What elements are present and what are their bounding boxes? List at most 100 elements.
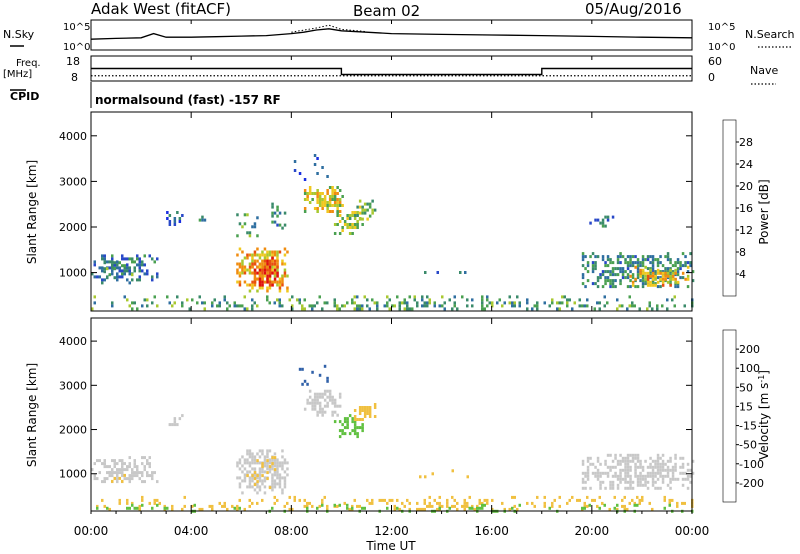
range-cell <box>586 459 590 463</box>
range-cell <box>641 276 645 280</box>
range-cell <box>616 261 620 265</box>
range-cell <box>243 265 247 269</box>
range-cell <box>684 261 687 265</box>
range-cell <box>438 304 441 308</box>
range-cell <box>641 285 645 289</box>
range-cell <box>536 495 539 499</box>
range-cell <box>666 274 670 278</box>
range-cell <box>276 274 279 278</box>
range-cell <box>636 474 640 478</box>
range-cell <box>246 256 249 260</box>
range-cell <box>591 462 595 466</box>
range-cell <box>639 471 642 475</box>
colorbar-tick-label: 15 <box>739 400 753 413</box>
range-cell <box>258 461 262 465</box>
range-cell <box>313 192 317 195</box>
range-cell <box>659 285 662 289</box>
colorbar-frame <box>722 329 737 503</box>
range-cell <box>108 260 111 264</box>
range-cell <box>673 304 676 308</box>
range-cell <box>321 307 324 311</box>
range-cell <box>356 205 359 209</box>
range-cell <box>393 504 396 508</box>
range-cell <box>218 301 221 305</box>
range-cell <box>146 462 149 466</box>
range-cell <box>151 474 154 478</box>
range-cell <box>591 498 594 502</box>
range-cell <box>131 257 134 261</box>
range-cell <box>121 269 124 273</box>
range-cell <box>138 504 141 508</box>
range-cell <box>258 476 262 480</box>
range-cell <box>558 307 561 311</box>
range-cell <box>681 471 685 475</box>
range-cell <box>256 253 259 257</box>
range-cell <box>248 470 252 474</box>
range-cell <box>451 307 454 311</box>
range-cell <box>461 504 464 508</box>
range-cell <box>654 471 657 475</box>
range-cell <box>581 506 584 510</box>
range-cell <box>111 264 114 268</box>
range-cell <box>651 282 655 286</box>
range-cell <box>669 258 672 262</box>
range-cell <box>396 506 399 510</box>
range-cell <box>348 223 352 226</box>
range-cell <box>256 271 259 275</box>
range-cell <box>156 272 159 276</box>
power-ylabel: Slant Range [km] <box>25 160 39 264</box>
range-cell <box>681 483 685 487</box>
range-cell <box>621 267 625 271</box>
range-cell <box>321 395 324 399</box>
range-cell <box>278 485 282 489</box>
range-cell <box>96 275 99 279</box>
range-cell <box>599 273 602 277</box>
range-cell <box>601 221 605 225</box>
range-cell <box>641 264 645 268</box>
range-cell <box>336 186 339 189</box>
range-cell <box>126 257 129 261</box>
range-cell <box>468 506 471 510</box>
range-cell <box>644 483 647 487</box>
range-cell <box>556 307 559 311</box>
range-cell <box>606 301 609 305</box>
range-cell <box>363 211 367 215</box>
range-cell <box>478 498 481 502</box>
range-cell <box>256 501 259 505</box>
range-cell <box>188 307 191 311</box>
range-cell <box>391 304 394 308</box>
range-cell <box>338 429 342 433</box>
range-cell <box>251 271 254 275</box>
range-cell <box>651 459 655 463</box>
range-cell <box>268 271 272 275</box>
y-tick-label: 4000 <box>59 335 87 348</box>
range-cell <box>606 465 610 469</box>
range-cell <box>266 449 269 453</box>
range-cell <box>326 395 329 399</box>
range-cell <box>123 264 126 268</box>
range-cell <box>641 468 645 472</box>
range-cell <box>639 465 642 469</box>
range-cell <box>146 298 149 302</box>
range-cell <box>674 456 677 460</box>
range-cell <box>689 468 692 472</box>
range-cell <box>186 298 189 302</box>
range-cell <box>293 498 296 502</box>
range-cell <box>173 223 177 226</box>
range-cell <box>276 256 279 260</box>
range-cell <box>258 455 262 459</box>
range-cell <box>241 491 244 495</box>
range-cell <box>446 501 449 505</box>
range-cell <box>619 255 622 259</box>
range-cell <box>223 504 226 508</box>
range-cell <box>599 276 602 280</box>
range-cell <box>598 301 601 305</box>
range-cell <box>111 468 114 472</box>
range-cell <box>636 503 639 507</box>
range-cell <box>163 506 166 510</box>
range-cell <box>596 474 600 478</box>
range-cell <box>116 266 119 270</box>
range-cell <box>611 273 615 277</box>
range-cell <box>306 401 309 405</box>
range-cell <box>316 157 319 160</box>
